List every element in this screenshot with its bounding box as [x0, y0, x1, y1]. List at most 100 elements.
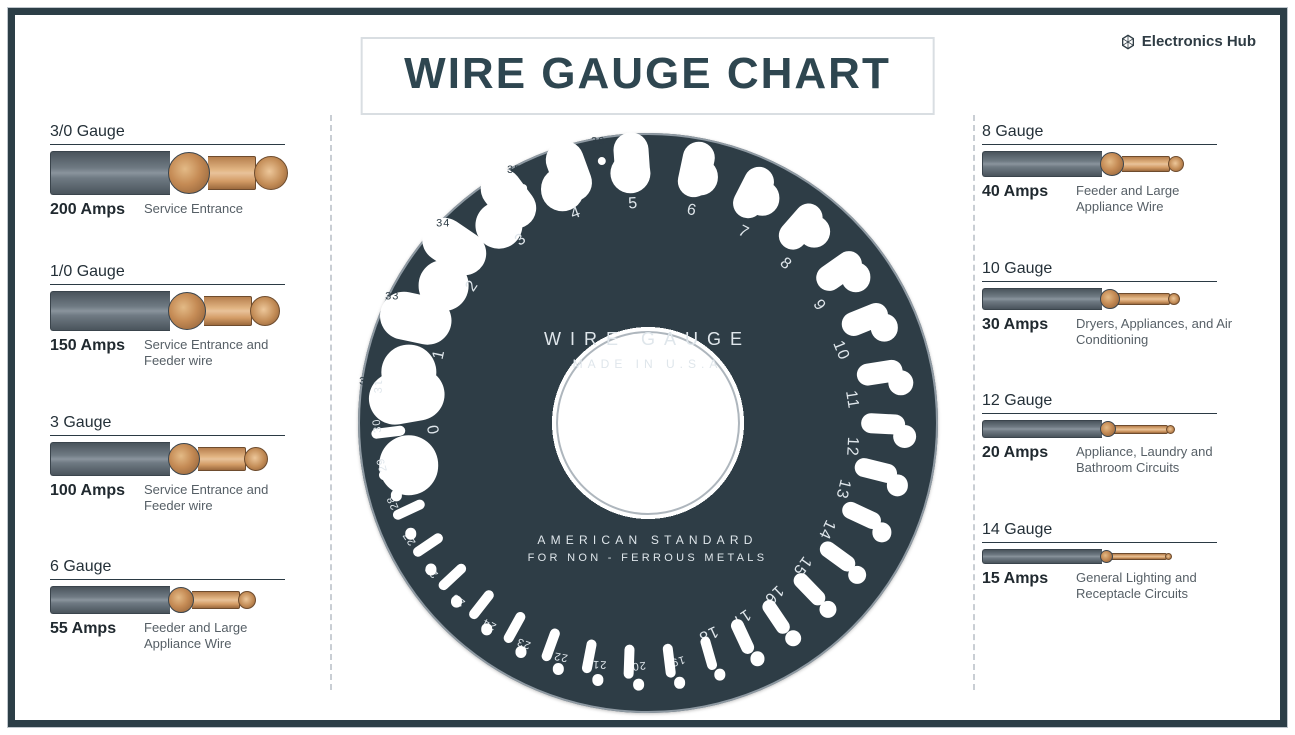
wire-amps: 15 Amps — [982, 570, 1062, 588]
wire-illustration — [982, 549, 1172, 564]
gauge-tiny-label: 34 — [423, 218, 463, 230]
chart-frame: Electronics Hub WIRE GAUGE CHART 3/0 Gau… — [8, 8, 1287, 727]
wire-amps: 200 Amps — [50, 201, 130, 219]
wire-end-cap — [1100, 289, 1120, 309]
gauge-dial: 0123456789101112131415161718192021222324… — [358, 133, 938, 713]
wire-insulation — [982, 288, 1102, 310]
wire-conductor-cap — [244, 447, 268, 471]
wire-illustration — [50, 291, 280, 331]
wire-column-left: 3/0 Gauge 200 Amps Service Entrance 1/0 … — [50, 115, 320, 653]
gauge-slot-hole — [380, 408, 392, 420]
wire-conductor — [192, 591, 240, 609]
wire-amps: 55 Amps — [50, 620, 130, 638]
wire-gauge-label: 14 Gauge — [982, 521, 1217, 543]
wire-insulation — [982, 549, 1102, 564]
wire-conductor — [1111, 553, 1167, 560]
gauge-slot-hole — [515, 646, 527, 658]
wire-end-cap — [1100, 550, 1113, 563]
wire-amps: 30 Amps — [982, 316, 1062, 334]
wire-conductor — [208, 156, 256, 190]
wire-conductor — [204, 296, 252, 326]
gauge-slot-label: 5 — [612, 194, 653, 215]
gauge-tiny-hole — [519, 184, 527, 192]
wire-conductor-cap — [1165, 553, 1172, 560]
wire-illustration — [50, 586, 256, 614]
wire-end-cap — [1100, 152, 1124, 176]
wire-gauge-label: 8 Gauge — [982, 123, 1217, 145]
wire-gauge-label: 3/0 Gauge — [50, 123, 285, 145]
gauge-tiny-hole — [404, 302, 412, 310]
gauge-slot-hole — [886, 474, 908, 496]
dial-text-4: FOR NON - FERROUS METALS — [358, 552, 938, 564]
gauge-slot-hole — [714, 669, 726, 681]
wire-insulation — [50, 442, 170, 476]
dial-text-1: WIRE GAUGE — [358, 329, 938, 350]
gauge-tiny-label: 33 — [372, 291, 412, 303]
wire-conductor — [1122, 156, 1170, 172]
wire-illustration — [50, 151, 288, 195]
wire-item: 6 Gauge 55 Amps Feeder and Large Applian… — [50, 558, 320, 653]
wire-conductor-cap — [1168, 293, 1180, 305]
gauge-slot-hole — [674, 677, 686, 689]
wire-end-cap — [168, 292, 206, 330]
wire-illustration — [982, 420, 1175, 438]
wire-item: 1/0 Gauge 150 Amps Service Entrance and … — [50, 263, 320, 370]
gauge-slot-hole — [633, 679, 645, 691]
wire-item: 10 Gauge 30 Amps Dryers, Appliances, and… — [982, 260, 1252, 349]
gauge-slot-hole — [681, 158, 718, 195]
wire-description: General Lighting and Receptacle Circuits — [1076, 570, 1236, 603]
wire-conductor — [1118, 293, 1170, 305]
wire-insulation — [50, 291, 170, 331]
brand-logo: Electronics Hub — [1120, 33, 1256, 50]
wire-gauge-label: 10 Gauge — [982, 260, 1217, 282]
wire-item: 3/0 Gauge 200 Amps Service Entrance — [50, 123, 320, 219]
wire-insulation — [50, 586, 170, 614]
wire-conductor — [198, 447, 246, 471]
wire-gauge-label: 1/0 Gauge — [50, 263, 285, 285]
wire-conductor-cap — [238, 591, 256, 609]
wire-amps: 150 Amps — [50, 337, 130, 355]
wire-illustration — [50, 442, 268, 476]
gauge-slot-hole — [592, 674, 604, 686]
wire-description: Appliance, Laundry and Bathroom Circuits — [1076, 444, 1236, 477]
gauge-slot-hole — [841, 262, 871, 292]
gauge-tiny-hole — [597, 157, 605, 165]
wire-insulation — [50, 151, 170, 195]
divider-left — [330, 115, 332, 690]
gauge-tiny-hole — [452, 234, 460, 242]
wire-amps: 100 Amps — [50, 482, 130, 500]
wire-conductor-cap — [1168, 156, 1184, 172]
gauge-slot-hole — [893, 425, 916, 448]
dial-text-3: AMERICAN STANDARD — [358, 533, 938, 547]
wire-illustration — [982, 288, 1180, 310]
gauge-slot-hole — [390, 489, 402, 501]
logo-icon — [1120, 34, 1136, 50]
gauge-slot-hole — [382, 449, 394, 461]
wire-description: Service Entrance — [144, 201, 243, 217]
wire-conductor-cap — [250, 296, 280, 326]
wire-item: 14 Gauge 15 Amps General Lighting and Re… — [982, 521, 1252, 603]
gauge-tiny-label: 35 — [494, 164, 534, 176]
wire-end-cap — [168, 587, 194, 613]
wire-amps: 20 Amps — [982, 444, 1062, 462]
wire-end-cap — [168, 152, 210, 194]
wire-conductor-cap — [254, 156, 288, 190]
wire-gauge-label: 12 Gauge — [982, 392, 1217, 414]
wire-illustration — [982, 151, 1184, 177]
wire-insulation — [982, 420, 1102, 438]
gauge-slot-hole — [785, 630, 801, 646]
wire-insulation — [982, 151, 1102, 177]
gauge-slot-hole — [481, 623, 493, 635]
gauge-tiny-label: 32 — [346, 375, 386, 387]
wire-item: 8 Gauge 40 Amps Feeder and Large Applian… — [982, 123, 1252, 216]
wire-description: Service Entrance and Feeder wire — [144, 337, 304, 370]
gauge-slot-hole — [425, 563, 437, 575]
wire-gauge-label: 6 Gauge — [50, 558, 285, 580]
wire-description: Feeder and Large Appliance Wire — [144, 620, 304, 653]
gauge-slot-hole — [750, 651, 765, 666]
wire-description: Feeder and Large Appliance Wire — [1076, 183, 1236, 216]
wire-item: 3 Gauge 100 Amps Service Entrance and Fe… — [50, 414, 320, 515]
gauge-tiny-label: 36 — [578, 135, 618, 147]
wire-end-cap — [168, 443, 200, 475]
gauge-slot — [623, 645, 634, 679]
